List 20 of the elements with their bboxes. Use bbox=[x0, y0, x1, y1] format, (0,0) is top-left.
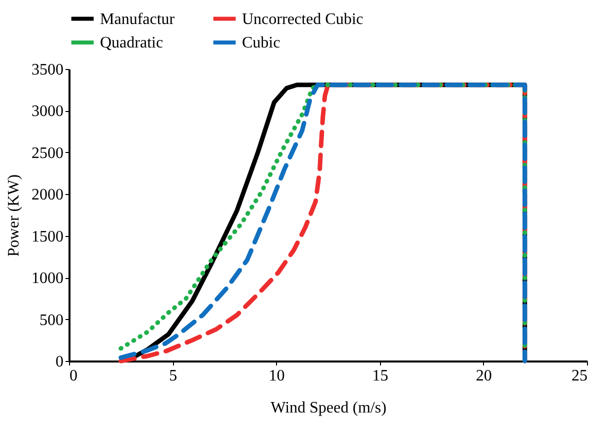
x-tick-label: 0 bbox=[70, 368, 78, 384]
legend-label: Cubic bbox=[242, 34, 280, 52]
x-tick-label: 10 bbox=[268, 368, 285, 384]
legend-label: Uncorrected Cubic bbox=[242, 10, 364, 28]
y-tick-label: 1000 bbox=[32, 270, 64, 288]
legend-label: Manufactur bbox=[100, 10, 176, 28]
y-tick-label: 0 bbox=[56, 354, 64, 370]
y-axis-title: Power (KW) bbox=[6, 174, 22, 257]
x-tick-label: 15 bbox=[372, 368, 388, 384]
x-tick-label: 5 bbox=[169, 368, 178, 384]
legend-label: Quadratic bbox=[100, 34, 164, 52]
y-tick-label: 500 bbox=[40, 312, 64, 329]
y-tick-label: 2500 bbox=[32, 144, 64, 162]
y-tick-label: 2000 bbox=[32, 186, 64, 204]
y-tick-label: 3000 bbox=[32, 103, 64, 120]
y-tick-label: 1500 bbox=[32, 228, 64, 246]
x-tick-label: 20 bbox=[476, 368, 492, 384]
x-tick-label: 25 bbox=[572, 368, 588, 384]
y-tick-label: 3500 bbox=[32, 62, 64, 78]
x-axis-title: Wind Speed (m/s) bbox=[270, 400, 386, 416]
